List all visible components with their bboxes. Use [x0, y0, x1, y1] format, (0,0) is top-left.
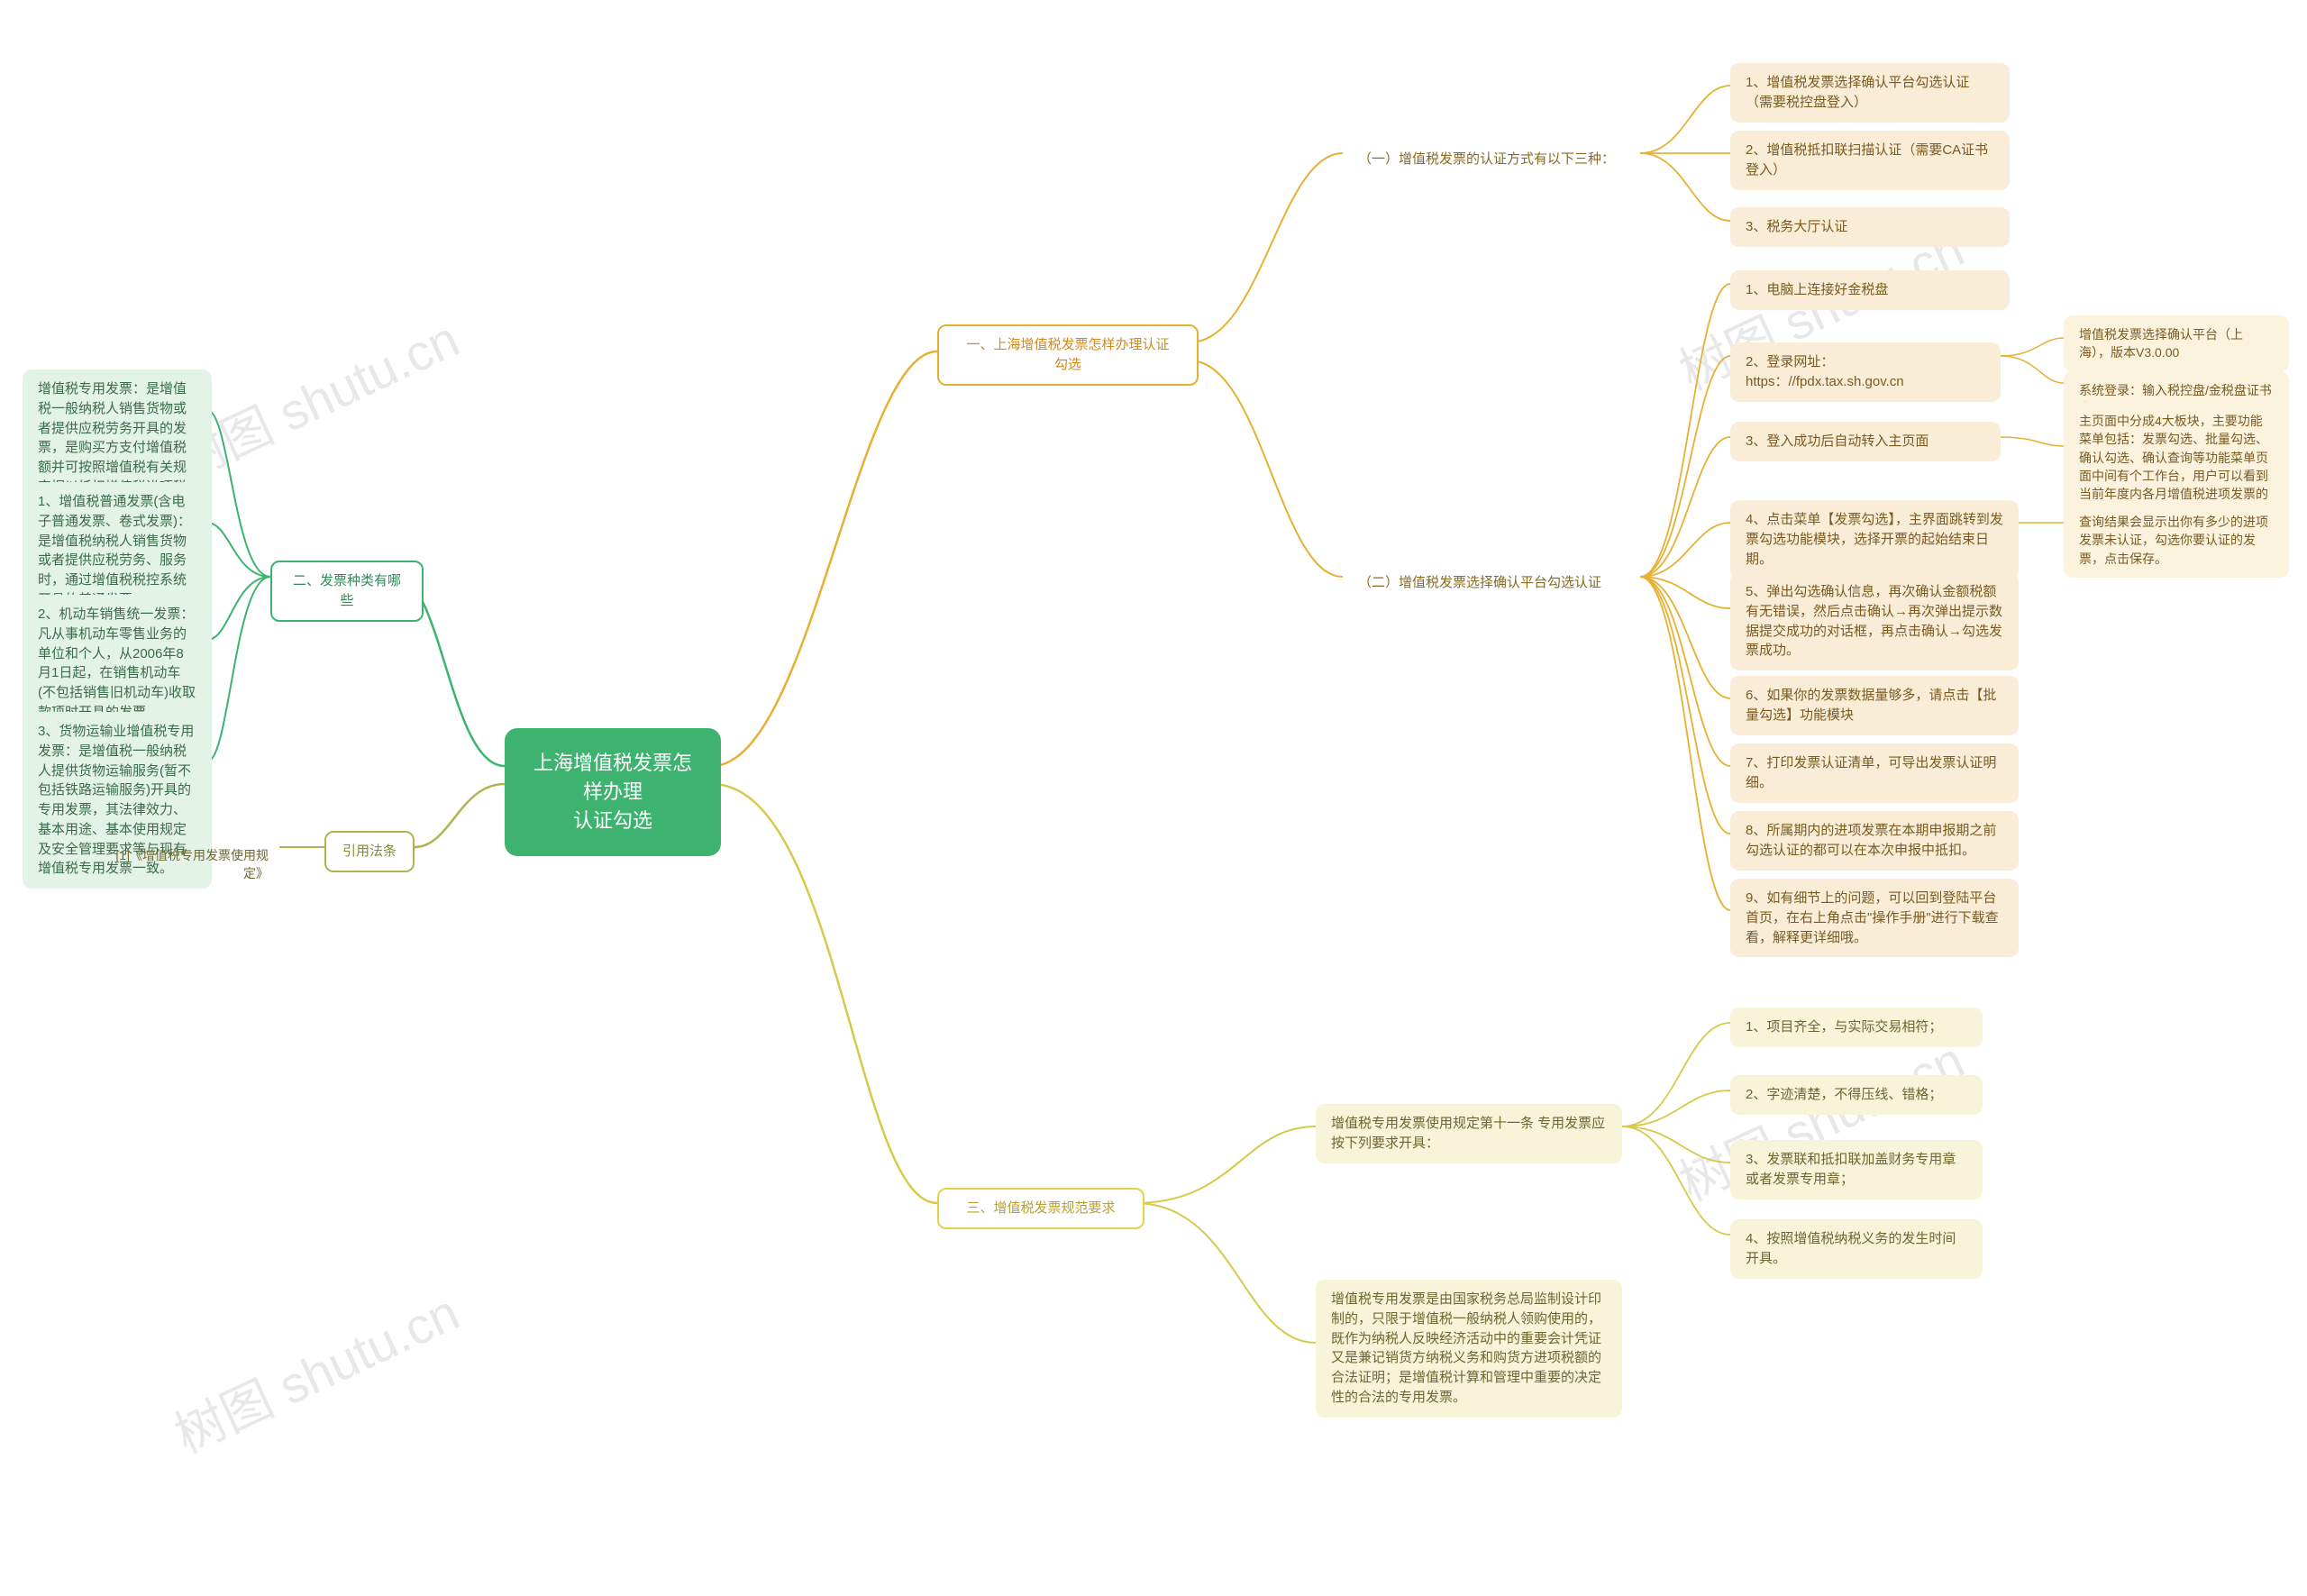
branch-ref-item: [1]《增值税专用发票使用规定》: [86, 836, 284, 893]
branch-1-sub2-subitem: 查询结果会显示出你有多少的进项发票未认证，勾选你要认证的发票，点击保存。: [2064, 503, 2289, 578]
branch-3-sub1-item: 1、项目齐全，与实际交易相符；: [1730, 1008, 1983, 1047]
branch-1-sub2-item: 8、所属期内的进项发票在本期申报期之前勾选认证的都可以在本次申报中抵扣。: [1730, 811, 2019, 871]
branch-1-sub1-item: 3、税务大厅认证: [1730, 207, 2010, 247]
branch-3-sub1[interactable]: 增值税专用发票使用规定第十一条 专用发票应按下列要求开具：: [1316, 1104, 1622, 1163]
branch-1-sub1-item: 1、增值税发票选择确认平台勾选认证（需要税控盘登入）: [1730, 63, 2010, 123]
branch-2[interactable]: 二、发票种类有哪些: [270, 561, 424, 622]
root-node[interactable]: 上海增值税发票怎样办理 认证勾选: [505, 728, 721, 856]
branch-3-sub1-item: 4、按照增值税纳税义务的发生时间开具。: [1730, 1219, 1983, 1279]
branch-1-sub2-item: 7、打印发票认证清单，可导出发票认证明细。: [1730, 743, 2019, 803]
branch-1-sub2-item: 6、如果你的发票数据量够多，请点击【批量勾选】功能模块: [1730, 676, 2019, 735]
branch-3-sub1-item: 2、字迹清楚，不得压线、错格；: [1730, 1075, 1983, 1115]
branch-1-sub2-item: 5、弹出勾选确认信息，再次确认金额税额有无错误，然后点击确认→再次弹出提示数据提…: [1730, 572, 2019, 670]
branch-ref[interactable]: 引用法条: [324, 831, 415, 872]
branch-1[interactable]: 一、上海增值税发票怎样办理认证 勾选: [937, 324, 1199, 386]
branch-3-sub1-item: 3、发票联和抵扣联加盖财务专用章或者发票专用章；: [1730, 1140, 1983, 1199]
branch-1-sub1[interactable]: （一）增值税发票的认证方式有以下三种：: [1343, 140, 1640, 179]
watermark: 树图 shutu.cn: [161, 1272, 470, 1468]
branch-1-sub1-item: 2、增值税抵扣联扫描认证（需要CA证书登入）: [1730, 131, 2010, 190]
branch-1-sub2-item: 4、点击菜单【发票勾选】，主界面跳转到发票勾选功能模块，选择开票的起始结束日期。: [1730, 500, 2019, 579]
branch-1-sub2-item: 3、登入成功后自动转入主页面: [1730, 422, 2001, 461]
branch-3-note: 增值税专用发票是由国家税务总局监制设计印制的，只限于增值税一般纳税人领购使用的，…: [1316, 1280, 1622, 1418]
branch-1-sub2-item: 1、电脑上连接好金税盘: [1730, 270, 2010, 310]
branch-1-sub2-subitem: 增值税发票选择确认平台（上海），版本V3.0.00: [2064, 315, 2289, 372]
branch-1-sub2-item: 2、登录网址：https：//fpdx.tax.sh.gov.cn: [1730, 342, 2001, 402]
branch-3[interactable]: 三、增值税发票规范要求: [937, 1188, 1144, 1229]
branch-1-sub2[interactable]: （二）增值税发票选择确认平台勾选认证: [1343, 563, 1640, 603]
branch-1-sub2-item: 9、如有细节上的问题，可以回到登陆平台首页，在右上角点击"操作手册"进行下载查看…: [1730, 879, 2019, 957]
